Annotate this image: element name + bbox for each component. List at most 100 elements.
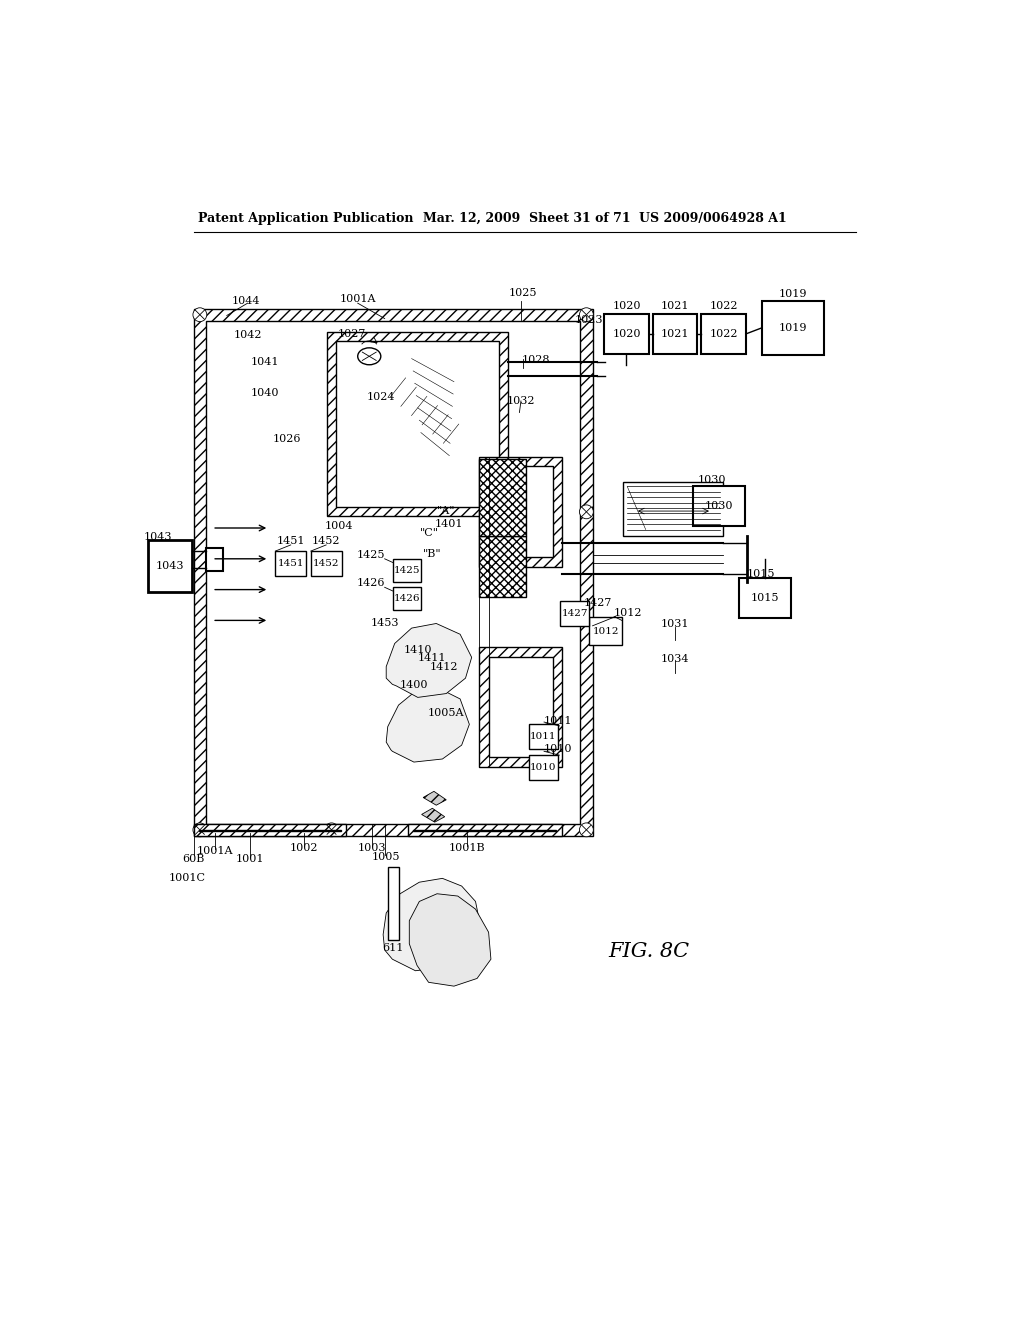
Bar <box>652 314 697 354</box>
Text: "A": "A" <box>437 506 456 516</box>
Bar <box>488 656 553 758</box>
Bar <box>206 548 223 572</box>
Bar <box>393 587 421 610</box>
Polygon shape <box>383 878 481 970</box>
Text: 1015: 1015 <box>751 593 779 603</box>
Bar <box>739 578 792 618</box>
Bar <box>624 482 724 536</box>
Ellipse shape <box>357 348 381 364</box>
Text: 1015: 1015 <box>746 569 775 579</box>
Text: Patent Application Publication: Patent Application Publication <box>199 213 414 224</box>
Bar <box>528 755 558 780</box>
Text: 1410: 1410 <box>403 644 432 655</box>
Bar <box>310 552 342 576</box>
Text: 1425: 1425 <box>394 566 420 574</box>
Bar <box>275 552 306 576</box>
Text: 1453: 1453 <box>371 619 399 628</box>
Text: 1427: 1427 <box>584 598 612 609</box>
Bar <box>147 540 193 591</box>
Bar <box>194 825 346 836</box>
Bar <box>393 558 421 582</box>
Text: 1041: 1041 <box>251 358 280 367</box>
Bar <box>206 321 581 824</box>
Text: 1425: 1425 <box>356 550 385 560</box>
Circle shape <box>580 308 593 322</box>
Bar <box>762 301 823 355</box>
Text: 1005: 1005 <box>372 851 400 862</box>
Text: 1001B: 1001B <box>449 842 485 853</box>
Text: 1001A: 1001A <box>340 294 376 305</box>
Text: 1452: 1452 <box>313 558 339 568</box>
Text: FIG. 8C: FIG. 8C <box>608 942 689 961</box>
Text: 1028: 1028 <box>521 355 550 366</box>
Bar <box>701 314 745 354</box>
Circle shape <box>580 506 593 519</box>
Text: 1010: 1010 <box>530 763 556 772</box>
Text: "B": "B" <box>423 549 441 560</box>
Bar <box>327 331 508 516</box>
Text: 1451: 1451 <box>278 558 304 568</box>
Bar <box>479 536 525 598</box>
Circle shape <box>193 308 207 322</box>
Text: 1426: 1426 <box>356 578 385 589</box>
Text: 1026: 1026 <box>272 434 301 445</box>
Polygon shape <box>422 808 444 822</box>
Text: 1019: 1019 <box>778 289 807 298</box>
Bar <box>528 725 558 748</box>
Text: 1020: 1020 <box>612 329 641 339</box>
Text: 1427: 1427 <box>561 609 588 618</box>
Polygon shape <box>386 623 472 697</box>
Text: 1043: 1043 <box>156 561 184 570</box>
Text: 1030: 1030 <box>697 475 726 486</box>
Text: 1003: 1003 <box>358 842 387 853</box>
Text: 611: 611 <box>382 942 403 953</box>
Text: 1022: 1022 <box>710 329 737 339</box>
Text: 1011: 1011 <box>530 733 556 741</box>
Bar <box>194 309 593 836</box>
Text: 1412: 1412 <box>430 663 458 672</box>
Text: 1023: 1023 <box>574 315 603 325</box>
Text: 1001: 1001 <box>236 854 264 865</box>
Text: 1020: 1020 <box>612 301 641 312</box>
Text: 1042: 1042 <box>233 330 262 341</box>
Text: 1011: 1011 <box>544 715 572 726</box>
Text: 1030: 1030 <box>705 500 733 511</box>
Text: US 2009/0064928 A1: US 2009/0064928 A1 <box>639 213 786 224</box>
Text: 60B: 60B <box>182 854 205 865</box>
Bar <box>336 341 499 507</box>
Text: 1411: 1411 <box>418 653 445 663</box>
Text: 1004: 1004 <box>325 521 352 532</box>
Text: 1044: 1044 <box>231 296 260 306</box>
Text: Mar. 12, 2009  Sheet 31 of 71: Mar. 12, 2009 Sheet 31 of 71 <box>423 213 631 224</box>
Text: 1019: 1019 <box>778 323 807 333</box>
Bar <box>408 825 562 836</box>
Text: 1001C: 1001C <box>169 874 206 883</box>
Bar <box>692 486 745 525</box>
Text: 1025: 1025 <box>509 288 538 298</box>
Bar <box>560 601 590 626</box>
Text: 1040: 1040 <box>251 388 280 399</box>
Text: 1010: 1010 <box>544 744 572 754</box>
Text: 1043: 1043 <box>143 532 172 543</box>
Text: 1032: 1032 <box>507 396 536 407</box>
Circle shape <box>580 822 593 837</box>
Text: 1022: 1022 <box>710 301 737 312</box>
Text: 1001A: 1001A <box>197 846 233 857</box>
Polygon shape <box>423 792 446 805</box>
Text: 1021: 1021 <box>660 329 689 339</box>
Text: 1021: 1021 <box>660 301 689 312</box>
Circle shape <box>193 822 207 837</box>
Bar <box>479 457 562 566</box>
Text: 1451: 1451 <box>276 536 305 546</box>
Text: 1002: 1002 <box>290 842 318 853</box>
Bar <box>590 618 622 645</box>
Bar <box>604 314 649 354</box>
Text: 1027: 1027 <box>338 329 367 339</box>
Text: 1012: 1012 <box>593 627 618 636</box>
Text: 1024: 1024 <box>367 392 395 403</box>
Circle shape <box>325 822 339 837</box>
Bar <box>479 459 525 536</box>
Text: 1401: 1401 <box>435 519 464 529</box>
Text: 1005A: 1005A <box>428 708 465 718</box>
Polygon shape <box>410 894 490 986</box>
